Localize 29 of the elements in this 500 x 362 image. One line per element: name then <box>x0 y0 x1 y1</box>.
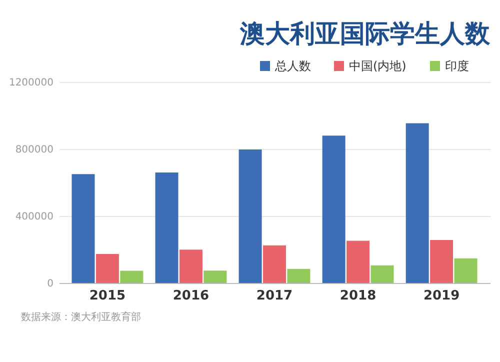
y-tick-label: 400000 <box>15 212 54 222</box>
y-tick-label: 800000 <box>15 144 54 156</box>
x-tick-label: 2018 <box>340 288 376 304</box>
y-tick-label: 0 <box>47 278 54 290</box>
bar <box>406 123 429 283</box>
bar <box>346 240 370 283</box>
chart-title: 澳大利亚国际学生人数 <box>239 19 491 48</box>
bar <box>322 136 346 283</box>
bar <box>454 258 478 283</box>
x-tick-label: 2017 <box>256 288 293 304</box>
bar <box>179 250 202 283</box>
y-tick-label: 1200000 <box>8 78 54 88</box>
bar <box>287 268 310 283</box>
bar <box>238 150 262 283</box>
bar <box>96 254 119 283</box>
bar <box>204 270 227 283</box>
legend-label: 总人数 <box>274 59 311 73</box>
x-tick-label: 2015 <box>89 288 126 304</box>
source-note: 数据来源：澳大利亚教育部 <box>21 311 141 323</box>
bar <box>155 172 178 283</box>
bar <box>72 174 95 283</box>
bar <box>263 245 286 283</box>
x-tick-label: 2019 <box>423 288 460 304</box>
bar <box>370 265 394 283</box>
bar <box>430 240 454 283</box>
legend-label: 印度 <box>445 59 469 73</box>
x-tick-label: 2016 <box>172 288 210 304</box>
legend-label: 中国(内地) <box>349 59 406 73</box>
bar <box>120 270 144 283</box>
